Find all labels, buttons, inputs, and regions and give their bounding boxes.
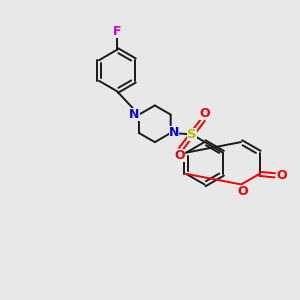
Text: N: N [169,126,179,140]
Text: S: S [187,128,197,141]
Text: F: F [112,25,121,38]
Text: N: N [129,108,140,121]
Text: O: O [276,169,287,182]
Text: O: O [237,185,248,198]
Text: O: O [174,149,184,162]
Text: O: O [199,107,210,120]
